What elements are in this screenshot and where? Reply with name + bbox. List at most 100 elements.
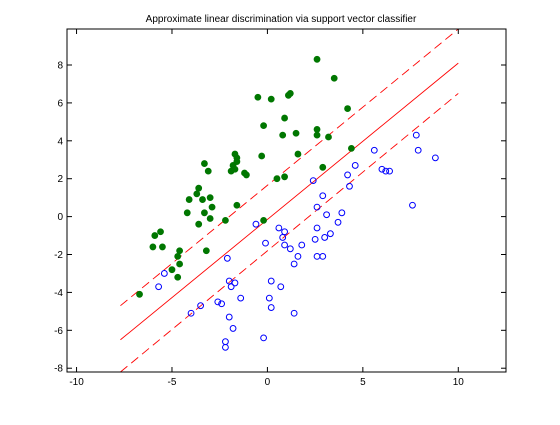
class2-point [313, 224, 321, 232]
class2-point [281, 241, 288, 249]
y-tick-label: 8 [57, 61, 63, 72]
class2-point [409, 201, 416, 209]
class2-point [351, 162, 359, 169]
class2-point [267, 277, 275, 285]
class1-point [204, 167, 212, 175]
class1-point [313, 131, 321, 139]
class2-point [277, 283, 285, 291]
class1-point [267, 95, 275, 103]
class2-point [252, 220, 260, 228]
class2-point [267, 304, 275, 311]
y-tick-label: 4 [57, 136, 63, 147]
class2-point [229, 325, 237, 332]
x-tick-label: 10 [453, 377, 465, 388]
class1-point [201, 160, 208, 167]
class1-point [243, 171, 250, 179]
class2-point [222, 338, 229, 346]
class1-point [281, 173, 288, 181]
class2-point [412, 131, 420, 139]
y-tick-label: -6 [54, 326, 63, 337]
class2-point [281, 228, 288, 236]
class2-point [260, 334, 267, 342]
class2-point [290, 309, 298, 317]
class1-point [260, 122, 267, 130]
x-tick-label: 0 [265, 377, 271, 388]
class2-point [327, 230, 334, 238]
class1-point [185, 196, 193, 203]
class1-point [347, 144, 355, 152]
class1-point [157, 228, 164, 236]
x-tick-label: -5 [168, 377, 177, 388]
y-tick-label: -2 [54, 250, 63, 261]
class2-point [262, 239, 269, 247]
class1-point [174, 253, 182, 260]
class1-point [202, 247, 210, 255]
class1-point [183, 209, 191, 217]
class2-point [237, 294, 245, 302]
class1-point [233, 201, 241, 209]
class2-point [214, 298, 222, 306]
class1-point [222, 216, 229, 224]
class2-point [275, 224, 283, 232]
y-tick-label: 0 [57, 212, 63, 223]
class2-point [431, 154, 439, 162]
class1-point [136, 290, 143, 298]
class2-point [334, 218, 342, 226]
class1-point [292, 129, 300, 137]
class1-point [285, 91, 292, 99]
margin-line-1 [120, 29, 459, 307]
class2-point [370, 146, 378, 154]
class2-point [319, 253, 327, 260]
decision-boundary-line [120, 62, 459, 341]
class1-point [294, 150, 302, 158]
class2-point [344, 171, 351, 179]
class1-point [168, 266, 176, 274]
class2-point [286, 245, 294, 253]
class1-point [313, 126, 321, 133]
plot-area [120, 29, 459, 372]
margin-line-2 [120, 93, 459, 372]
chart-title: Approximate linear discrimination via su… [146, 14, 417, 25]
class2-point [197, 302, 205, 310]
class2-point [187, 309, 195, 317]
class2-point [313, 203, 321, 211]
class2-point [222, 343, 229, 351]
class1-point [195, 220, 203, 228]
x-tick-label: -10 [69, 377, 84, 388]
y-tick-label: 6 [57, 98, 63, 109]
class2-point [223, 254, 231, 262]
class1-point [279, 131, 287, 139]
class2-point [294, 253, 302, 260]
class2-point [231, 279, 239, 287]
class2-point [311, 235, 319, 243]
y-tick-label: -4 [54, 288, 63, 299]
class2-point [321, 234, 329, 241]
class1-point [330, 74, 338, 82]
class2-point [378, 165, 386, 173]
class1-point [258, 152, 266, 160]
class2-point [313, 253, 321, 260]
class2-point [155, 283, 163, 291]
class1-point [176, 247, 184, 255]
axes-box [66, 28, 507, 373]
class2-point [382, 167, 390, 175]
class2-point [338, 209, 346, 217]
class1-point [201, 209, 208, 217]
y-tick-label: -8 [54, 364, 63, 375]
class2-point [160, 270, 168, 277]
class1-point [149, 243, 157, 251]
class1-point [174, 273, 182, 281]
class1-point [206, 215, 214, 222]
class1-point [195, 184, 203, 192]
class1-point [319, 163, 327, 171]
class2-point [227, 283, 235, 291]
class2-point [225, 313, 233, 321]
class1-point [159, 243, 166, 251]
class1-point [281, 114, 288, 122]
class1-point [208, 203, 216, 211]
class2-point [290, 260, 298, 268]
class2-point [309, 177, 317, 185]
class1-point [325, 133, 332, 141]
